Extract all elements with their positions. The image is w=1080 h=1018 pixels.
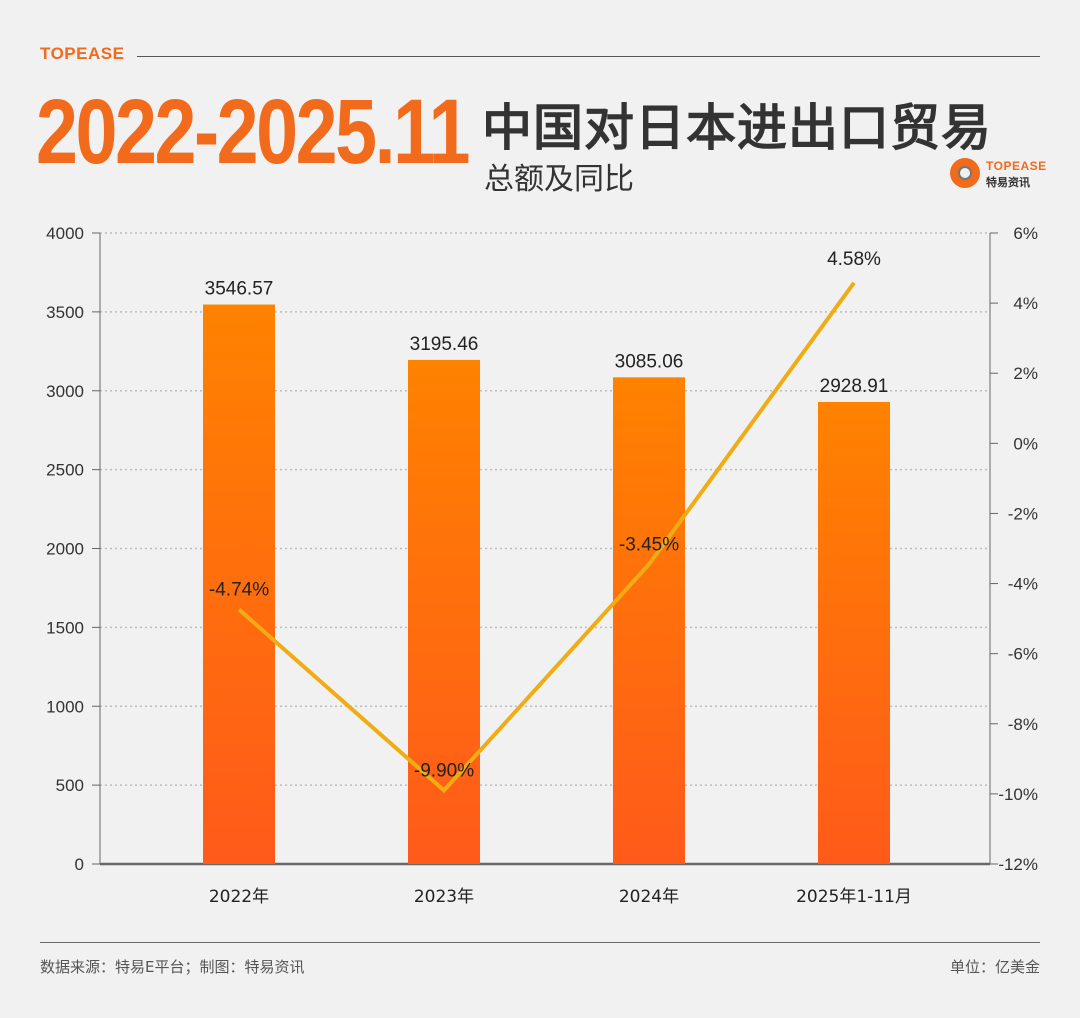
left-axis-tick-label: 1500 <box>46 618 84 637</box>
footer-divider <box>40 942 1040 943</box>
logo-cn-text: 特易资讯 <box>986 176 1030 189</box>
x-axis-category-label: 2023年 <box>414 887 474 907</box>
date-range-heading: 2022-2025.11 <box>36 81 470 183</box>
line-value-label: -3.45% <box>619 534 679 555</box>
right-axis-tick-label: 4% <box>1013 294 1038 313</box>
bar-value-label: 3195.46 <box>410 334 479 355</box>
right-axis-tick-label: 0% <box>1013 434 1038 453</box>
bar-value-label: 3085.06 <box>615 351 684 372</box>
bar-value-label: 3546.57 <box>205 279 274 300</box>
right-axis-tick-label: -8% <box>1008 715 1038 734</box>
right-axis-tick-label: -4% <box>1008 575 1038 594</box>
logo-text: TOPEASE <box>986 159 1047 173</box>
right-axis-tick-label: -10% <box>998 785 1038 804</box>
bar <box>203 304 275 865</box>
yoy-line <box>237 281 856 794</box>
bar-series <box>203 304 890 865</box>
x-axis-category-label: 2024年 <box>619 887 679 907</box>
unit-note: 单位：亿美金 <box>949 958 1040 976</box>
right-axis-tick-label: -6% <box>1008 645 1038 664</box>
data-labels: 3546.57 3195.46 3085.06 2928.91 -4.74% -9.90%… <box>205 249 889 782</box>
right-axis-tick-label: 2% <box>1013 364 1038 383</box>
top-divider <box>137 56 1040 57</box>
left-axis-tick-label: 500 <box>56 776 84 795</box>
page-title: 中国对日本进出口贸易 <box>482 99 992 157</box>
line-series <box>237 281 856 794</box>
x-axis-category-label: 2022年 <box>209 887 269 907</box>
bar <box>408 359 480 864</box>
right-axis-tick-label: -12% <box>998 855 1038 874</box>
bar-value-label: 2928.91 <box>820 376 889 397</box>
left-axis-tick-label: 2000 <box>46 540 84 559</box>
line-value-label: -4.74% <box>209 579 269 600</box>
left-axis-tick-label: 3000 <box>46 382 84 401</box>
left-axis-tick-label: 3500 <box>46 303 84 322</box>
topease-logo: TOPEASE 特易资讯 <box>950 158 1046 190</box>
left-axis-tick-label: 1000 <box>46 697 84 716</box>
bar <box>818 401 890 864</box>
top-brand-label: TOPEASE <box>40 44 125 63</box>
line-value-label: -9.90% <box>414 760 474 781</box>
page-subtitle: 总额及同比 <box>484 162 634 197</box>
left-axis-tick-label: 0 <box>75 855 84 874</box>
data-source-note: 数据来源：特易E平台；制图：特易资讯 <box>40 958 305 976</box>
bar <box>613 377 685 864</box>
left-axis-tick-label: 4000 <box>46 224 84 243</box>
line-value-label: 4.58% <box>827 249 881 270</box>
left-axis-tick-label: 2500 <box>46 461 84 480</box>
right-axis-tick-label: 6% <box>1013 224 1038 243</box>
x-axis-category-label: 2025年1-11月 <box>796 887 912 907</box>
right-axis-tick-label: -2% <box>1008 504 1038 523</box>
logo-mark-icon <box>950 158 980 188</box>
